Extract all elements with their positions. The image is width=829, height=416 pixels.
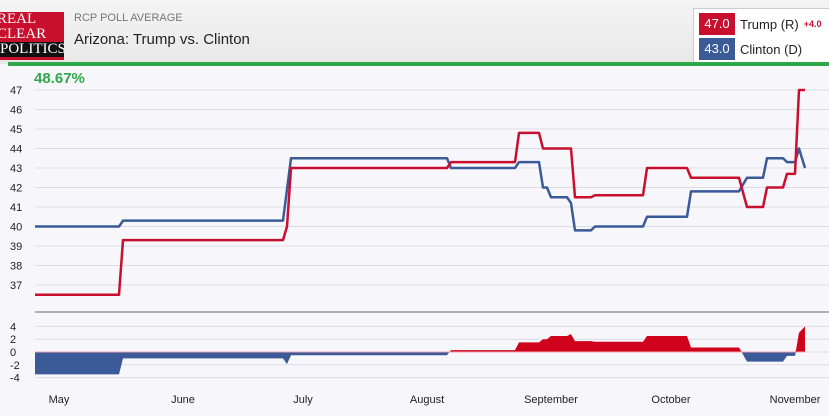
legend-trump: 47.0 Trump (R) +4.0 bbox=[699, 13, 822, 35]
y-tick-label: 41 bbox=[10, 202, 22, 214]
y-tick-label: 40 bbox=[10, 222, 22, 234]
series-line-trump bbox=[35, 88, 805, 296]
spread-tick-label: 0 bbox=[10, 347, 16, 359]
legend-clinton: 43.0 Clinton (D) bbox=[699, 38, 802, 60]
legend: 47.0 Trump (R) +4.0 43.0 Clinton (D) bbox=[693, 8, 829, 64]
trump-value: 47.0 bbox=[699, 13, 735, 35]
y-tick-label: 38 bbox=[10, 261, 22, 273]
spread-tick-label: -4 bbox=[10, 373, 20, 385]
y-tick-label: 47 bbox=[10, 85, 22, 97]
x-tick-label: September bbox=[524, 394, 578, 406]
progress-label: 48.67% bbox=[34, 70, 85, 87]
y-tick-label: 39 bbox=[10, 241, 22, 253]
x-tick-label: July bbox=[293, 394, 313, 406]
subtitle: RCP POLL AVERAGE bbox=[74, 12, 183, 24]
rcp-logo[interactable]: REAL CLEAR POLITICS bbox=[0, 12, 64, 60]
y-tick-label: 46 bbox=[10, 105, 22, 117]
x-tick-label: August bbox=[410, 394, 444, 406]
y-tick-label: 45 bbox=[10, 124, 22, 136]
clinton-value: 43.0 bbox=[699, 38, 735, 60]
x-tick-label: May bbox=[49, 394, 70, 406]
y-tick-label: 42 bbox=[10, 183, 22, 195]
y-tick-label: 44 bbox=[10, 144, 22, 156]
clinton-label: Clinton (D) bbox=[740, 41, 803, 57]
spread-area-trump bbox=[35, 326, 805, 352]
trump-change: +4.0 bbox=[803, 19, 822, 29]
y-tick-label: 37 bbox=[10, 280, 22, 292]
spread-tick-label: 2 bbox=[10, 334, 16, 346]
spread-area-clinton bbox=[35, 352, 805, 375]
series-line-clinton bbox=[35, 147, 807, 232]
x-tick-label: June bbox=[171, 394, 195, 406]
trump-label: Trump (R) bbox=[740, 16, 799, 32]
x-tick-label: October bbox=[651, 394, 690, 406]
y-tick-label: 43 bbox=[10, 163, 22, 175]
spread-tick-label: -2 bbox=[10, 360, 20, 372]
spread-tick-label: 4 bbox=[10, 321, 16, 333]
logo-line: POLITICS bbox=[0, 42, 64, 57]
progress-bar bbox=[8, 62, 829, 66]
logo-line: REAL bbox=[0, 12, 37, 27]
x-tick-label: November bbox=[770, 394, 821, 406]
page-title: Arizona: Trump vs. Clinton bbox=[74, 31, 250, 48]
header: REAL CLEAR POLITICS RCP POLL AVERAGE Ari… bbox=[0, 0, 829, 64]
logo-line: CLEAR bbox=[0, 26, 47, 42]
